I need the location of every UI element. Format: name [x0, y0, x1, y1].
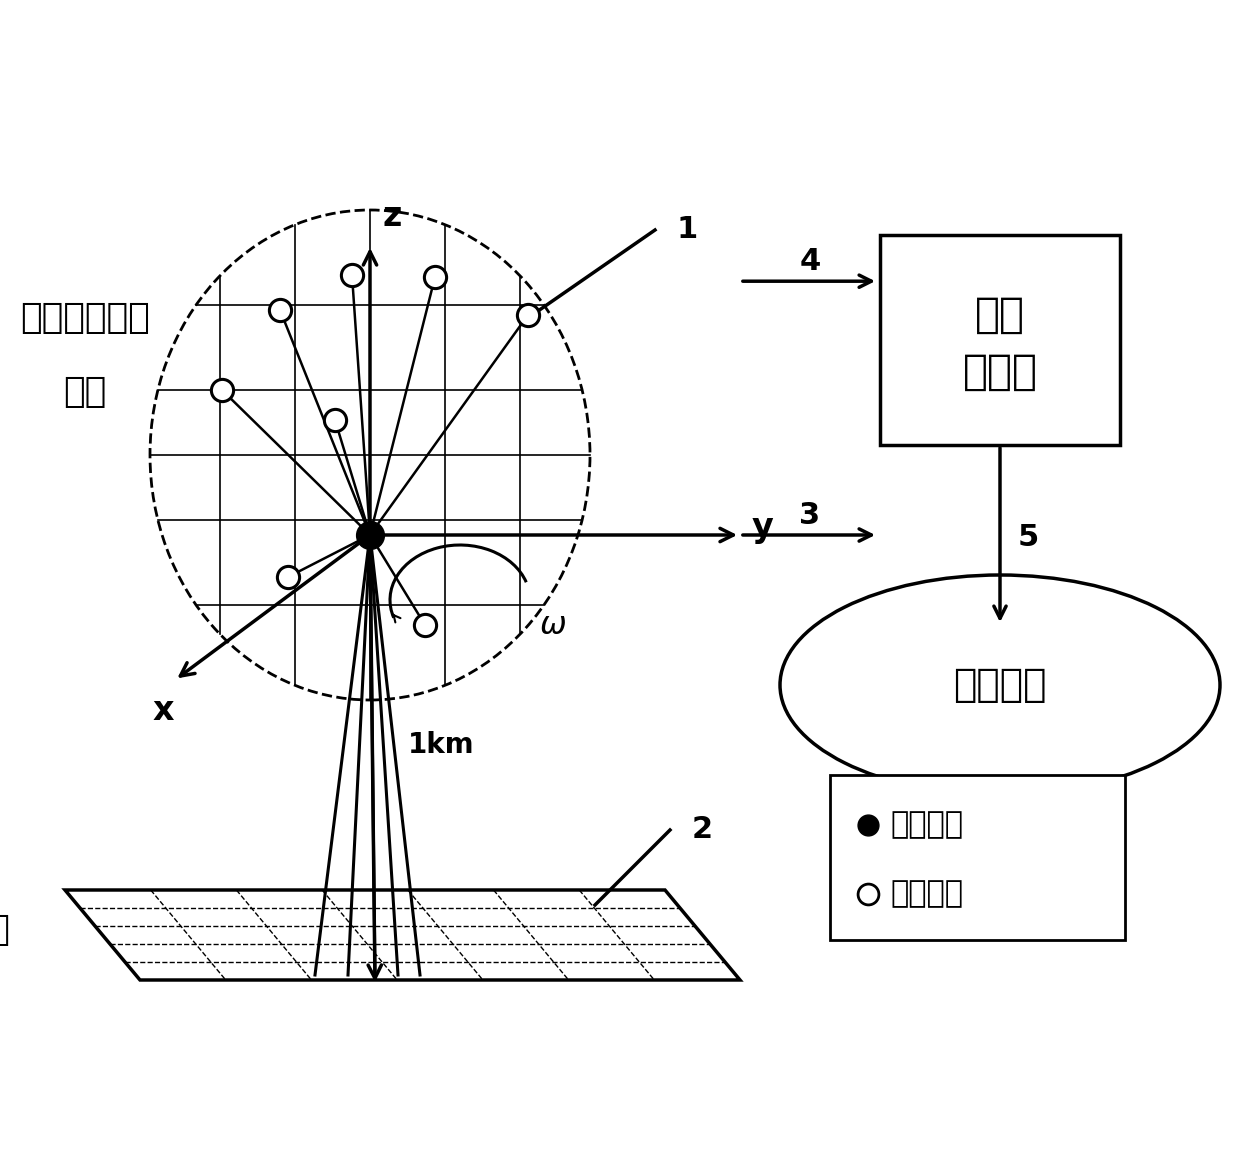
Text: z: z — [382, 200, 401, 233]
Text: 3: 3 — [799, 501, 820, 530]
Text: 处理器: 处理器 — [963, 350, 1037, 392]
Text: 5: 5 — [1018, 523, 1040, 552]
Text: 1km: 1km — [408, 731, 475, 759]
Bar — [880, 235, 1120, 445]
Text: 成像结果: 成像结果 — [953, 666, 1047, 704]
Text: 1: 1 — [676, 215, 699, 244]
Text: x: x — [152, 694, 173, 727]
Text: ω: ω — [540, 610, 566, 640]
Text: 接收阵元: 接收阵元 — [890, 810, 963, 839]
Text: 信号: 信号 — [975, 294, 1025, 336]
Text: 阵列: 阵列 — [63, 375, 107, 409]
Text: 4: 4 — [799, 247, 820, 276]
Text: 探测面: 探测面 — [0, 913, 10, 947]
Text: 2: 2 — [693, 815, 714, 845]
Text: 雷达旋转发射: 雷达旋转发射 — [20, 301, 150, 335]
Text: 发射阵元: 发射阵元 — [890, 879, 963, 908]
Text: y: y — [752, 510, 773, 544]
Bar — [830, 776, 1125, 940]
